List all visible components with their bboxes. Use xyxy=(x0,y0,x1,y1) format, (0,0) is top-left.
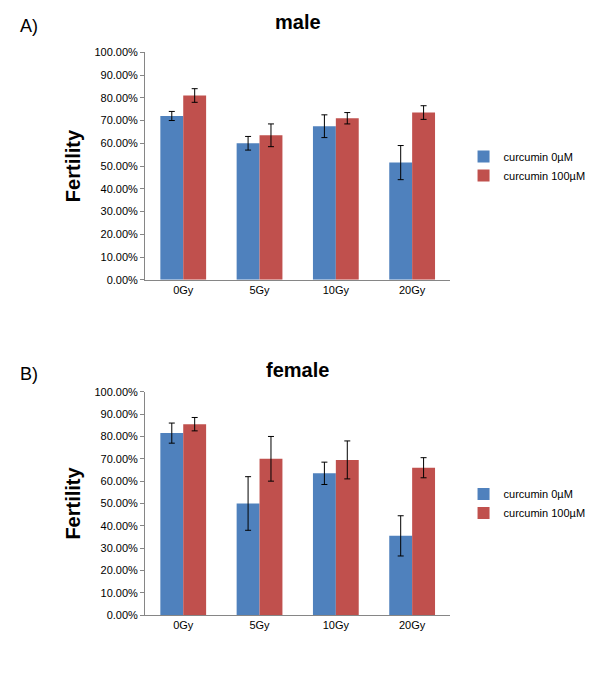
svg-text:10.00%: 10.00% xyxy=(101,251,139,263)
svg-text:0Gy: 0Gy xyxy=(173,619,194,631)
svg-text:30.00%: 30.00% xyxy=(101,205,139,217)
svg-text:70.00%: 70.00% xyxy=(101,453,139,465)
svg-text:40.00%: 40.00% xyxy=(101,520,139,532)
svg-text:30.00%: 30.00% xyxy=(101,542,139,554)
svg-text:0Gy: 0Gy xyxy=(173,284,194,296)
svg-text:Fertility: Fertility xyxy=(62,466,84,539)
svg-text:20.00%: 20.00% xyxy=(101,228,139,240)
svg-text:female: female xyxy=(266,359,329,381)
svg-text:20Gy: 20Gy xyxy=(399,284,426,296)
svg-text:male: male xyxy=(275,11,321,33)
svg-text:10Gy: 10Gy xyxy=(323,619,350,631)
svg-text:20.00%: 20.00% xyxy=(101,564,139,576)
svg-text:80.00%: 80.00% xyxy=(101,430,139,442)
svg-text:10.00%: 10.00% xyxy=(101,587,139,599)
svg-text:A): A) xyxy=(20,16,38,36)
svg-text:90.00%: 90.00% xyxy=(101,69,139,81)
svg-text:100.00%: 100.00% xyxy=(94,46,138,58)
svg-text:Fertility: Fertility xyxy=(62,129,84,202)
svg-text:60.00%: 60.00% xyxy=(101,137,139,149)
svg-text:B): B) xyxy=(20,364,38,384)
svg-text:60.00%: 60.00% xyxy=(101,475,139,487)
svg-text:90.00%: 90.00% xyxy=(101,408,139,420)
svg-text:40.00%: 40.00% xyxy=(101,183,139,195)
svg-text:50.00%: 50.00% xyxy=(101,160,139,172)
svg-text:50.00%: 50.00% xyxy=(101,497,139,509)
svg-text:70.00%: 70.00% xyxy=(101,114,139,126)
svg-text:0.00%: 0.00% xyxy=(107,609,138,621)
svg-text:100.00%: 100.00% xyxy=(94,386,138,398)
svg-text:curcumin 0µM: curcumin 0µM xyxy=(504,488,573,500)
svg-text:10Gy: 10Gy xyxy=(323,284,350,296)
svg-text:curcumin 100µM: curcumin 100µM xyxy=(504,170,586,182)
svg-text:curcumin 100µM: curcumin 100µM xyxy=(504,507,586,519)
svg-text:0.00%: 0.00% xyxy=(107,274,138,286)
svg-text:5Gy: 5Gy xyxy=(249,284,270,296)
svg-text:curcumin 0µM: curcumin 0µM xyxy=(504,151,573,163)
svg-text:80.00%: 80.00% xyxy=(101,92,139,104)
svg-text:20Gy: 20Gy xyxy=(399,619,426,631)
svg-text:5Gy: 5Gy xyxy=(249,619,270,631)
